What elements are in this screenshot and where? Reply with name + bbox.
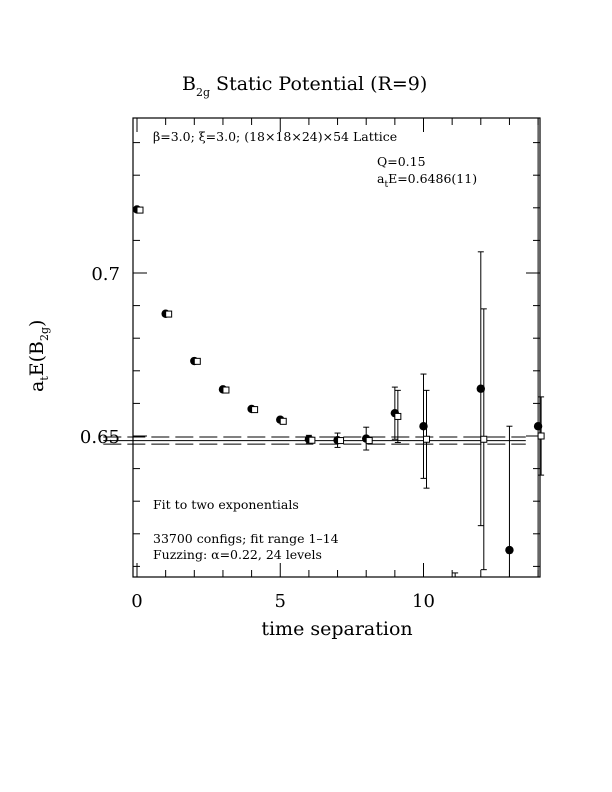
- fit-annotation: Fit to two exponentials: [153, 497, 299, 512]
- open-square-point: [136, 206, 144, 214]
- tick-labels: 0 5 10 0.65 0.7: [80, 264, 435, 612]
- chart-title: B2g Static Potential (R=9): [182, 73, 427, 99]
- x-axis-label: time separation: [261, 618, 412, 640]
- open-square-point: [537, 432, 545, 440]
- q-annotation: Q=0.15: [377, 154, 426, 169]
- x-tick-label: 5: [275, 591, 286, 612]
- open-square-point: [480, 435, 488, 443]
- lattice-annotation: β=3.0; ξ=3.0; (18×18×24)×54 Lattice: [153, 129, 397, 144]
- x-tick-label: 10: [412, 591, 435, 612]
- open-square-point: [365, 437, 373, 445]
- open-square-point: [279, 417, 287, 425]
- open-square-point: [423, 435, 430, 443]
- open-square-point: [394, 412, 402, 420]
- open-square-point: [193, 357, 201, 365]
- energy-annotation: atE=0.6486(11): [377, 171, 477, 190]
- y-axis-label: atE(B2g): [26, 320, 51, 392]
- y-tick-label: 0.65: [80, 427, 120, 448]
- filled-circle-point: [419, 422, 428, 431]
- open-square-point: [222, 386, 230, 394]
- configs-annotation: 33700 configs; fit range 1–14: [153, 531, 339, 546]
- x-tick-label: 0: [131, 591, 142, 612]
- y-tick-label: 0.7: [91, 264, 120, 285]
- filled-circle-point: [476, 384, 485, 393]
- open-square-point: [251, 406, 259, 414]
- filled-circle-point: [533, 422, 543, 431]
- open-square-point: [165, 310, 173, 318]
- fuzzing-annotation: Fuzzing: α=0.22, 24 levels: [153, 547, 322, 562]
- plot-frame: [132, 117, 541, 578]
- open-square-point: [308, 436, 316, 444]
- filled-circle-point: [505, 545, 514, 555]
- data-points: [132, 118, 545, 577]
- open-square-point: [337, 437, 345, 445]
